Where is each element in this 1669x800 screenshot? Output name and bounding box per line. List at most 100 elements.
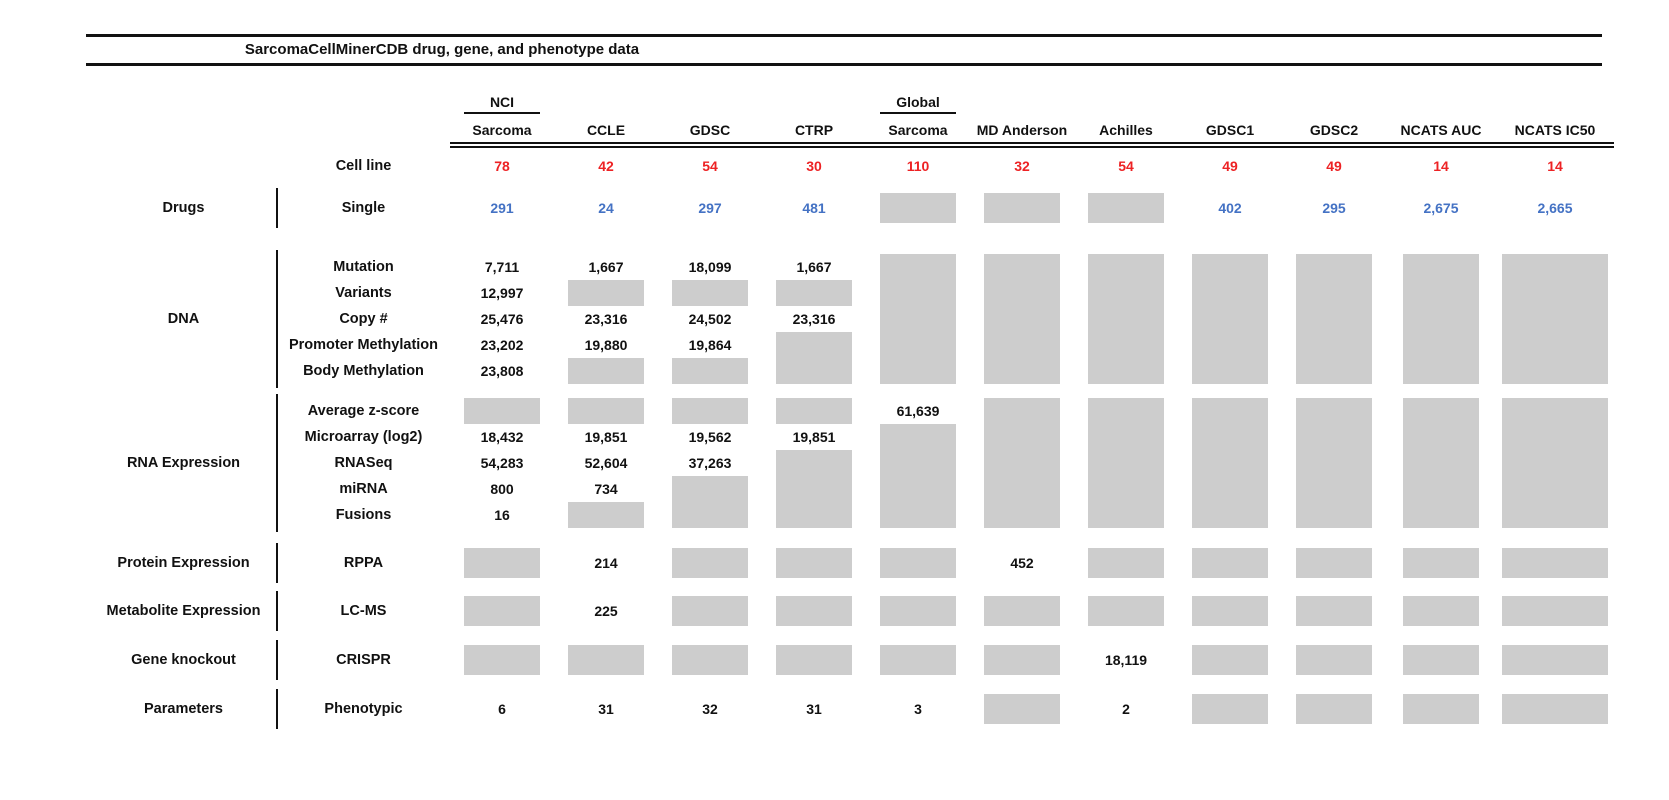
data-value: 2,665 [1537,200,1573,216]
missing-data-box [464,596,540,626]
data-cell [554,358,658,384]
data-cell [866,358,970,384]
missing-data-box [984,424,1060,450]
data-cell [866,306,970,332]
missing-data-box [464,548,540,578]
data-cell [762,595,866,627]
data-value: 291 [490,200,514,216]
data-cell: 31 [554,693,658,725]
cell-line-count-cell: 49 [1178,152,1282,180]
row-label: Average z-score [307,403,420,419]
missing-data-box [672,548,748,578]
data-cell [1496,332,1614,358]
data-cell [866,476,970,502]
missing-data-box [1296,358,1372,384]
data-cell [1178,254,1282,280]
missing-data-box [1088,476,1164,502]
data-cell [658,476,762,502]
missing-data-box [984,694,1060,724]
missing-data-box [880,596,956,626]
data-cell [762,398,866,424]
missing-data-box [1296,502,1372,528]
data-value: 800 [490,481,514,497]
column-header-label: NCATS AUC [1400,122,1482,138]
data-cell [1282,476,1386,502]
data-cell [970,644,1074,676]
data-cell [1178,547,1282,579]
data-value: 18,119 [1104,652,1148,668]
section-divider [276,543,278,583]
data-value: 23,808 [480,363,524,379]
column-group-cell [1178,88,1282,114]
data-cell [762,358,866,384]
missing-data-box [1192,398,1268,424]
data-cell: 7,711 [450,254,554,280]
data-cell [1282,547,1386,579]
section-category-label: Protein Expression [117,555,250,571]
data-cell [1282,595,1386,627]
column-group-cell [1282,88,1386,114]
data-cell [1496,280,1614,306]
data-cell [1496,693,1614,725]
data-cell [658,547,762,579]
cell-line-count: 54 [1118,158,1134,174]
column-header: MD Anderson [970,114,1074,142]
data-value: 23,316 [584,311,628,327]
missing-data-box [1403,645,1479,675]
missing-data-box [1088,254,1164,280]
data-value: 734 [594,481,618,497]
data-cell [658,280,762,306]
data-cell: 481 [762,192,866,224]
column-label-row: Sarcoma CCLE GDSC CTRP Sarcoma MD Anderson Ach… [0,114,1669,142]
missing-data-box [1502,280,1608,306]
column-header: NCATS IC50 [1496,114,1614,142]
data-cell [866,547,970,579]
missing-data-box [1403,332,1479,358]
data-value: 295 [1322,200,1346,216]
cell-line-count-cell: 49 [1282,152,1386,180]
column-group-cell: NCI [450,88,554,114]
data-cell [970,502,1074,528]
column-header-label: Sarcoma [472,122,532,138]
data-cell [970,306,1074,332]
data-cell [1386,332,1496,358]
missing-data-box [880,645,956,675]
missing-data-box [1088,548,1164,578]
missing-data-box [1403,358,1479,384]
data-cell [1074,476,1178,502]
missing-data-box [984,596,1060,626]
data-cell [450,547,554,579]
data-cell: 19,880 [554,332,658,358]
missing-data-box [1088,502,1164,528]
missing-data-box [984,476,1060,502]
column-group-cell: Global [866,88,970,114]
missing-data-box [1192,358,1268,384]
data-cell [866,424,970,450]
data-value: 23,316 [792,311,836,327]
data-cell [970,192,1074,224]
missing-data-box [1296,450,1372,476]
cell-line-row: Cell line 78 42 54 30 110 32 54 49 49 14 14 [0,152,1669,180]
column-group-header: NCI [464,94,540,114]
cell-line-label: Cell line [335,158,392,174]
data-cell [658,398,762,424]
table-title: SarcomaCellMinerCDB drug, gene, and phen… [244,41,640,58]
column-group-cell [1496,88,1614,114]
data-value: 214 [594,555,618,571]
missing-data-box [880,450,956,476]
missing-data-box [1296,254,1372,280]
data-cell [1074,192,1178,224]
row-label: Mutation [333,259,394,275]
missing-data-box [1296,596,1372,626]
section-category-label: Drugs [162,200,205,216]
data-cell [1178,693,1282,725]
data-cell [1074,595,1178,627]
data-cell: 1,667 [554,254,658,280]
missing-data-box [1403,502,1479,528]
data-cell: 19,851 [762,424,866,450]
section-category-label: Parameters [144,701,223,717]
missing-data-box [1192,502,1268,528]
data-cell: 2,675 [1386,192,1496,224]
data-cell [1386,476,1496,502]
